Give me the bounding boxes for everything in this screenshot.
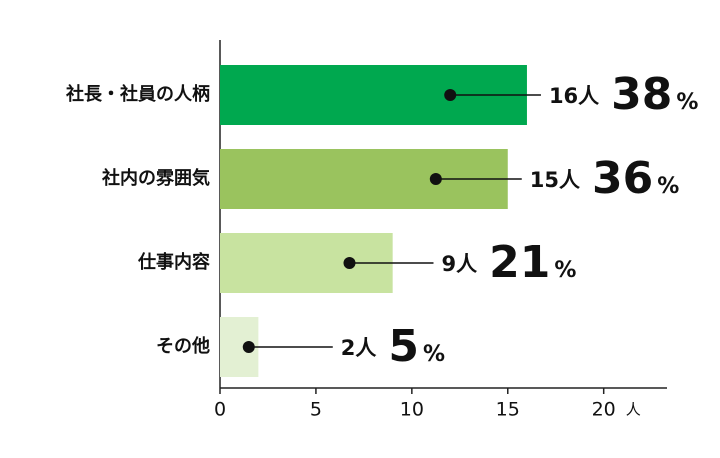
percent-unit: % <box>554 258 576 283</box>
x-tick-label: 5 <box>310 399 322 421</box>
category-label: 社内の雰囲気 <box>102 167 210 189</box>
x-unit: 人 <box>626 401 641 419</box>
percent-unit: % <box>676 90 698 115</box>
category-label: その他 <box>156 335 210 357</box>
percent-label: 36 <box>592 153 653 204</box>
percent-unit: % <box>423 342 445 367</box>
leader-dot <box>343 257 356 269</box>
percent-unit: % <box>657 174 679 199</box>
count-label: 9人 <box>441 252 477 276</box>
x-tick-label: 10 <box>400 399 424 421</box>
count-label: 16人 <box>549 84 599 108</box>
leader-dot <box>444 89 457 101</box>
percent-label: 5 <box>388 321 419 372</box>
category-label: 社長・社員の人柄 <box>66 83 210 105</box>
percent-label: 38 <box>611 69 672 120</box>
category-label: 仕事内容 <box>137 251 210 273</box>
count-label: 15人 <box>530 168 580 192</box>
leader-dot <box>429 173 442 185</box>
x-tick-label: 15 <box>496 399 520 421</box>
percent-label: 21 <box>489 237 550 288</box>
x-tick-label: 0 <box>214 399 226 421</box>
leader-dot <box>242 341 255 353</box>
count-label: 2人 <box>341 336 377 360</box>
x-tick-label: 20 <box>592 399 616 421</box>
